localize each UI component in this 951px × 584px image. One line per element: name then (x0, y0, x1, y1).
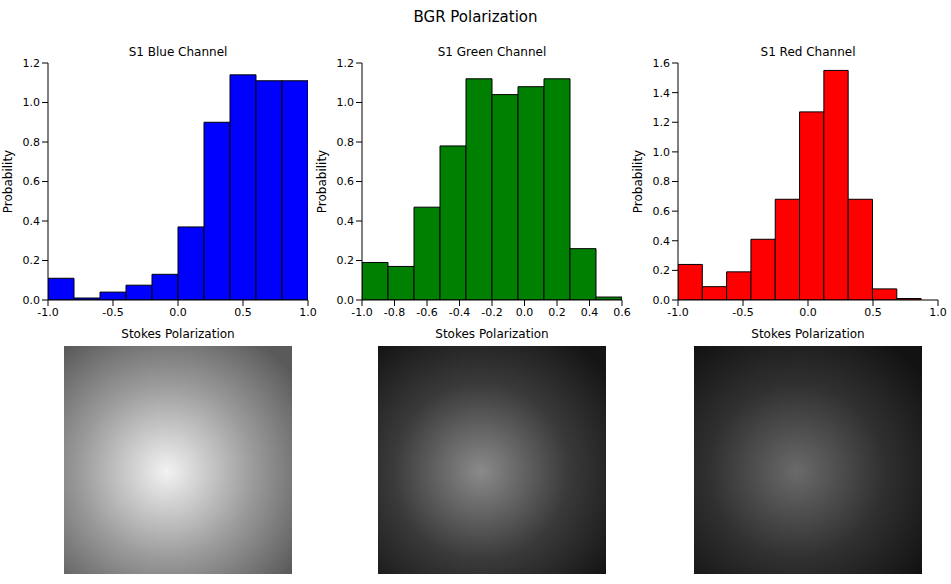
svg-text:Probability: Probability (1, 150, 15, 213)
svg-text:1.0: 1.0 (929, 306, 947, 319)
svg-text:0.0: 0.0 (337, 294, 355, 307)
svg-text:-0.2: -0.2 (481, 306, 502, 319)
svg-text:0.0: 0.0 (23, 294, 41, 307)
svg-text:-1.0: -1.0 (667, 306, 688, 319)
svg-text:-0.5: -0.5 (102, 306, 123, 319)
html-text:BGR Polarization: BGR Polarization (413, 8, 538, 26)
svg-text:Stokes Polarization: Stokes Polarization (435, 327, 548, 340)
svg-text:1.0: 1.0 (299, 306, 317, 319)
svg-text:0.4: 0.4 (581, 306, 599, 319)
svg-text:0.4: 0.4 (337, 215, 355, 228)
svg-text:1.2: 1.2 (23, 57, 41, 70)
svg-text:-0.4: -0.4 (449, 306, 470, 319)
html-text:S1 Blue Channel: S1 Blue Channel (128, 45, 228, 59)
svg-text:0.0: 0.0 (653, 294, 671, 307)
svg-text:-0.8: -0.8 (384, 306, 405, 319)
svg-text:-0.6: -0.6 (416, 306, 437, 319)
svg-text:0.2: 0.2 (548, 306, 566, 319)
svg-text:1.2: 1.2 (337, 57, 355, 70)
svg-text:0.6: 0.6 (337, 175, 355, 188)
svg-text:0.8: 0.8 (653, 175, 671, 188)
svg-text:Stokes Polarization: Stokes Polarization (751, 327, 864, 340)
svg-text:Probability: Probability (315, 150, 329, 213)
svg-text:0.5: 0.5 (234, 306, 252, 319)
svg-text:1.0: 1.0 (653, 146, 671, 159)
svg-text:1.0: 1.0 (337, 96, 355, 109)
svg-text:0.0: 0.0 (169, 306, 187, 319)
svg-text:-1.0: -1.0 (351, 306, 372, 319)
svg-text:1.0: 1.0 (23, 96, 41, 109)
svg-text:0.6: 0.6 (613, 306, 631, 319)
svg-text:-1.0: -1.0 (37, 306, 58, 319)
svg-text:0.5: 0.5 (864, 306, 882, 319)
svg-text:0.8: 0.8 (337, 136, 355, 149)
svg-text:-0.5: -0.5 (732, 306, 753, 319)
svg-text:0.6: 0.6 (23, 175, 41, 188)
svg-text:0.2: 0.2 (653, 264, 671, 277)
svg-text:0.2: 0.2 (23, 254, 41, 267)
html-text:S1 Green Channel: S1 Green Channel (437, 45, 547, 59)
svg-text:1.6: 1.6 (653, 57, 671, 70)
svg-text:Probability: Probability (631, 150, 645, 213)
svg-text:0.6: 0.6 (653, 205, 671, 218)
svg-text:0.0: 0.0 (516, 306, 534, 319)
svg-text:0.4: 0.4 (23, 215, 41, 228)
svg-text:1.4: 1.4 (653, 87, 671, 100)
svg-text:0.0: 0.0 (799, 306, 817, 319)
svg-text:0.2: 0.2 (337, 254, 355, 267)
html-text:S1 Red Channel: S1 Red Channel (760, 45, 856, 59)
svg-text:0.8: 0.8 (23, 136, 41, 149)
svg-text:Stokes Polarization: Stokes Polarization (121, 327, 234, 340)
svg-text:0.4: 0.4 (653, 235, 671, 248)
svg-text:1.2: 1.2 (653, 116, 671, 129)
